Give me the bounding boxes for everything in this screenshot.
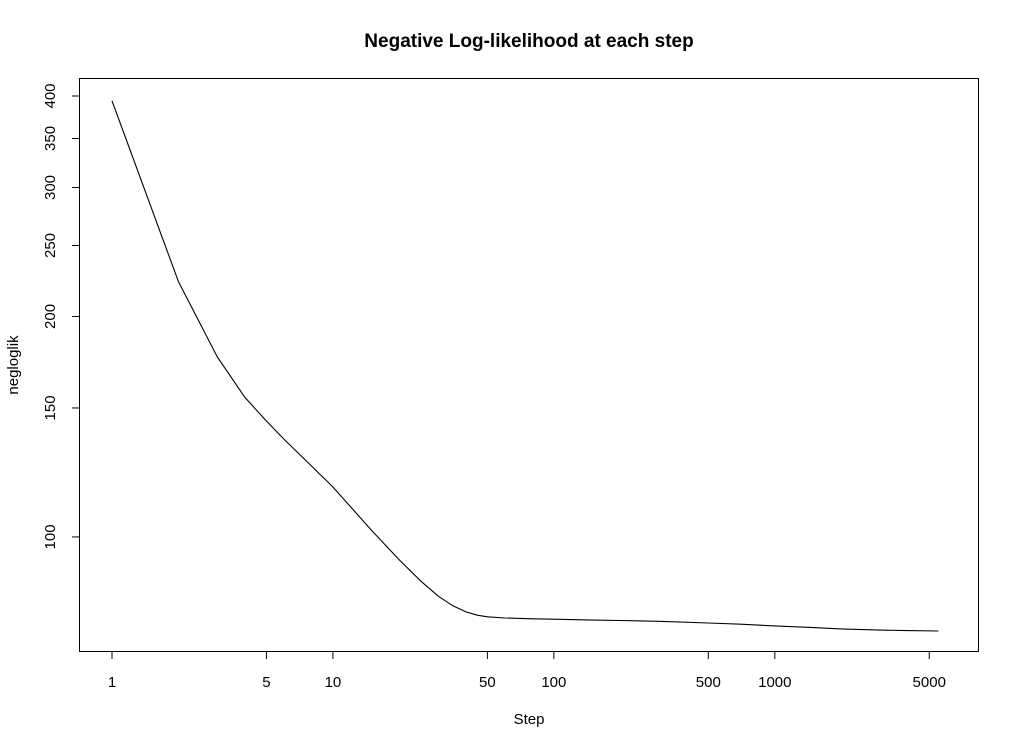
y-tick-label: 300 [42, 175, 59, 200]
x-tick-label: 10 [325, 674, 342, 691]
y-tick-label: 400 [42, 83, 59, 108]
y-axis-label: negloglik [5, 335, 22, 395]
x-tick-label: 5 [262, 674, 270, 691]
chart-title: Negative Log-likelihood at each step [364, 31, 693, 52]
y-tick-label: 100 [42, 524, 59, 549]
x-axis: 1 5 10 50 100 500 1000 5000 [108, 651, 946, 691]
x-axis-label: Step [514, 711, 545, 728]
y-tick-label: 150 [42, 395, 59, 420]
x-tick-label: 100 [541, 674, 566, 691]
x-tick-label: 1 [108, 674, 116, 691]
y-axis: 100 150 200 250 300 350 400 [42, 83, 80, 549]
series-line [111, 100, 939, 632]
x-tick-label: 5000 [913, 674, 946, 691]
y-tick-label: 200 [42, 304, 59, 329]
x-tick-label: 500 [696, 674, 721, 691]
y-tick-label: 350 [42, 126, 59, 151]
plot-frame [79, 78, 979, 652]
y-tick-label: 250 [42, 233, 59, 258]
x-tick-label: 1000 [758, 674, 791, 691]
x-tick-label: 50 [479, 674, 496, 691]
